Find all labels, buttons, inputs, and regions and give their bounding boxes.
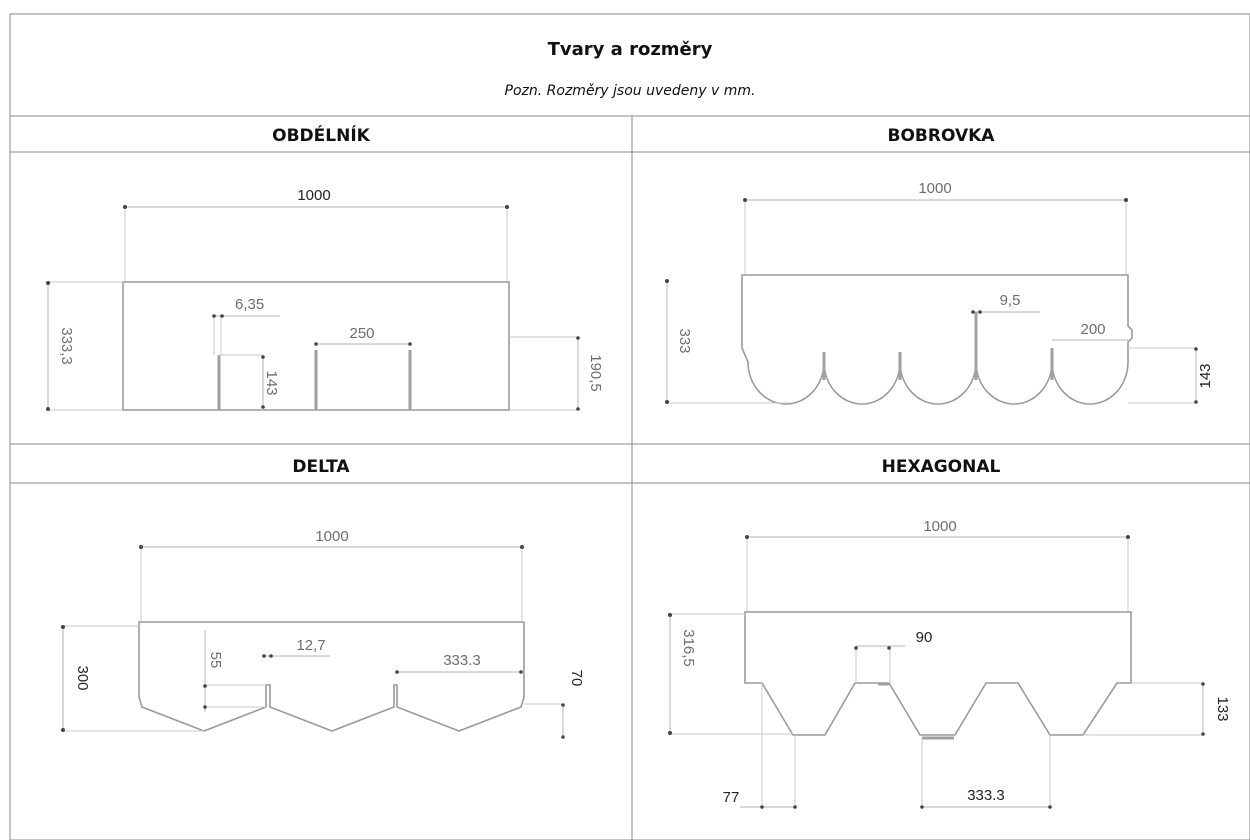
bobrovka-width-label: 1000 [918,180,951,197]
obdelnik-exposed-label: 190,5 [587,354,604,392]
obdelnik-slot-width-label: 6,35 [235,296,264,313]
delta-height-label: 300 [74,665,91,690]
hexagonal-tab-depth-label: 133 [1214,696,1231,721]
bobrovka-slot-width-label: 9,5 [1000,292,1021,309]
bobrovka-height-label: 333 [676,328,693,353]
page-title: Tvary a rozměry [548,39,713,60]
delta-slot-depth-label: 55 [207,652,224,669]
hexagonal-shape [744,611,1132,736]
diagram-bobrovka: 1000 333 9,5 200 143 [665,180,1214,405]
obdelnik-slot-depth-label: 143 [263,370,280,395]
bobrovka-tab-width-label: 200 [1080,321,1105,338]
section-title-delta: DELTA [292,457,350,477]
bobrovka-shape [741,274,1133,405]
diagram-obdelnik: 1000 333,3 6,35 143 250 190,5 [46,187,604,411]
diagram-delta: 1000 300 55 12,7 333.3 70 [61,528,585,739]
bobrovka-tab-depth-label: 143 [1197,363,1214,388]
hexagonal-height-label: 316,5 [680,629,697,667]
hexagonal-spacing-label: 333.3 [967,787,1005,804]
delta-spacing-label: 333.3 [443,652,481,669]
page-subtitle: Pozn. Rozměry jsou uvedeny v mm. [505,83,756,99]
section-title-bobrovka: BOBROVKA [888,126,996,146]
hexagonal-bottom-width-label: 77 [723,789,740,806]
delta-width-label: 1000 [315,528,348,545]
section-title-hexagonal: HEXAGONAL [882,457,1001,477]
hexagonal-gap-label: 90 [916,629,933,646]
hexagonal-width-label: 1000 [923,518,956,535]
diagram-hexagonal: 1000 316,5 90 133 77 333.3 [668,518,1231,809]
obdelnik-height-label: 333,3 [58,327,75,365]
delta-slot-width-label: 12,7 [296,637,325,654]
delta-shape [138,621,525,732]
section-title-obdelnik: OBDÉLNÍK [272,124,371,146]
table-grid [9,13,1250,840]
obdelnik-spacing-label: 250 [349,325,374,342]
delta-exposed-label: 70 [568,670,585,687]
obdelnik-width-label: 1000 [297,187,330,204]
